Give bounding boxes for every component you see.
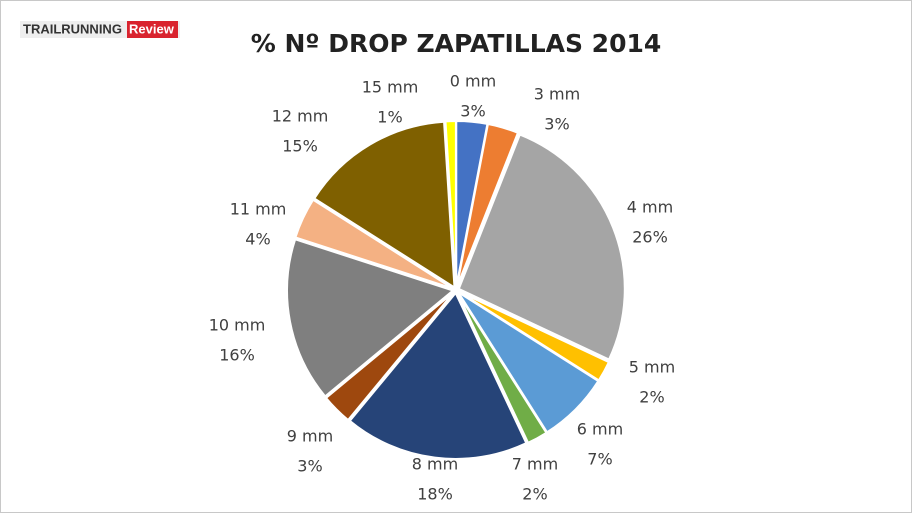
slice-value-label: 3% (297, 457, 322, 476)
pie-slice (456, 292, 548, 445)
slice-category-label: 8 mm (412, 455, 458, 474)
slice-value-label: 1% (377, 108, 402, 127)
pie-slice (444, 120, 457, 288)
pie-slice (455, 122, 520, 288)
slice-value-label: 3% (460, 102, 485, 121)
pie-slice (457, 133, 626, 361)
slice-category-label: 12 mm (272, 107, 329, 126)
slice-value-label: 4% (245, 230, 270, 249)
slice-category-label: 5 mm (629, 358, 675, 377)
pie-slice (348, 291, 528, 460)
logo: TRAILRUNNING Review (20, 21, 180, 38)
slice-category-label: 4 mm (627, 198, 673, 217)
pie-slice (294, 198, 454, 290)
slice-category-label: 3 mm (534, 85, 580, 104)
slice-value-label: 18% (417, 485, 453, 504)
logo-accent: Review (129, 21, 175, 36)
logo-accent-bg (127, 21, 178, 38)
slice-category-label: 9 mm (287, 427, 333, 446)
chart-title: % Nº DROP ZAPATILLAS 2014 (251, 29, 662, 58)
slice-category-label: 7 mm (512, 455, 558, 474)
slice-value-label: 2% (639, 388, 664, 407)
slice-value-label: 2% (522, 485, 547, 504)
slice-category-label: 0 mm (450, 72, 496, 91)
slice-value-label: 16% (219, 346, 255, 365)
slice-value-label: 3% (544, 115, 569, 134)
slice-value-label: 15% (282, 137, 318, 156)
slice-category-label: 11 mm (230, 200, 287, 219)
pie-slice (324, 291, 455, 422)
pie-slice (286, 238, 456, 398)
logo-text: TRAILRUNNING (23, 21, 122, 36)
slice-value-label: 7% (587, 450, 612, 469)
slice-category-label: 15 mm (362, 78, 419, 97)
pie-slice (312, 120, 456, 290)
slice-category-label: 10 mm (209, 316, 266, 335)
slice-category-label: 6 mm (577, 420, 623, 439)
slice-value-label: 26% (632, 228, 668, 247)
